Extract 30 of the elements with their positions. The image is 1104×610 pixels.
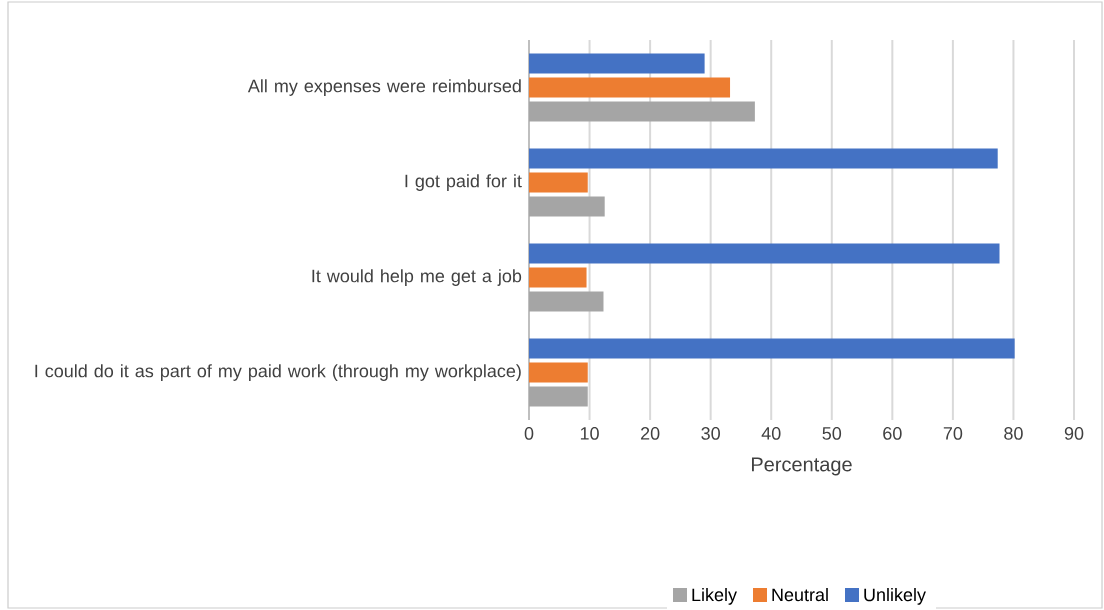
x-axis-title: Percentage <box>752 457 852 476</box>
bar <box>529 338 1015 359</box>
x-tick-label: 10 <box>580 427 599 440</box>
x-tick-label: 30 <box>701 427 720 440</box>
legend-label: Unlikely <box>864 587 926 605</box>
bar <box>529 172 588 193</box>
bar <box>529 362 588 383</box>
bar <box>529 101 755 122</box>
x-tick-label: 40 <box>761 427 781 440</box>
bar <box>529 196 605 217</box>
y-tick-label: I got paid for it <box>405 174 522 191</box>
y-tick-label: All my expenses were reimbursed <box>247 79 521 96</box>
bar <box>529 243 1000 264</box>
bar <box>529 77 731 98</box>
x-tick-label: 60 <box>883 427 902 440</box>
bar <box>529 148 998 169</box>
legend-label: Neutral <box>772 587 828 602</box>
x-tick-label: 0 <box>524 427 534 440</box>
x-tick-label: 20 <box>641 427 660 440</box>
legend-label: Likely <box>692 587 737 605</box>
bar <box>529 291 604 312</box>
x-tick-label: 90 <box>1064 427 1084 440</box>
y-tick-label: I could do it as part of my paid work (through my workplace) <box>35 364 521 381</box>
x-tick-label: 70 <box>943 427 963 440</box>
bar <box>529 53 705 74</box>
bar <box>529 267 587 288</box>
bar <box>529 386 588 407</box>
x-tick-label: 50 <box>822 427 842 440</box>
y-tick-label: It would help me get a job <box>312 269 522 286</box>
x-tick-label: 80 <box>1004 427 1023 440</box>
